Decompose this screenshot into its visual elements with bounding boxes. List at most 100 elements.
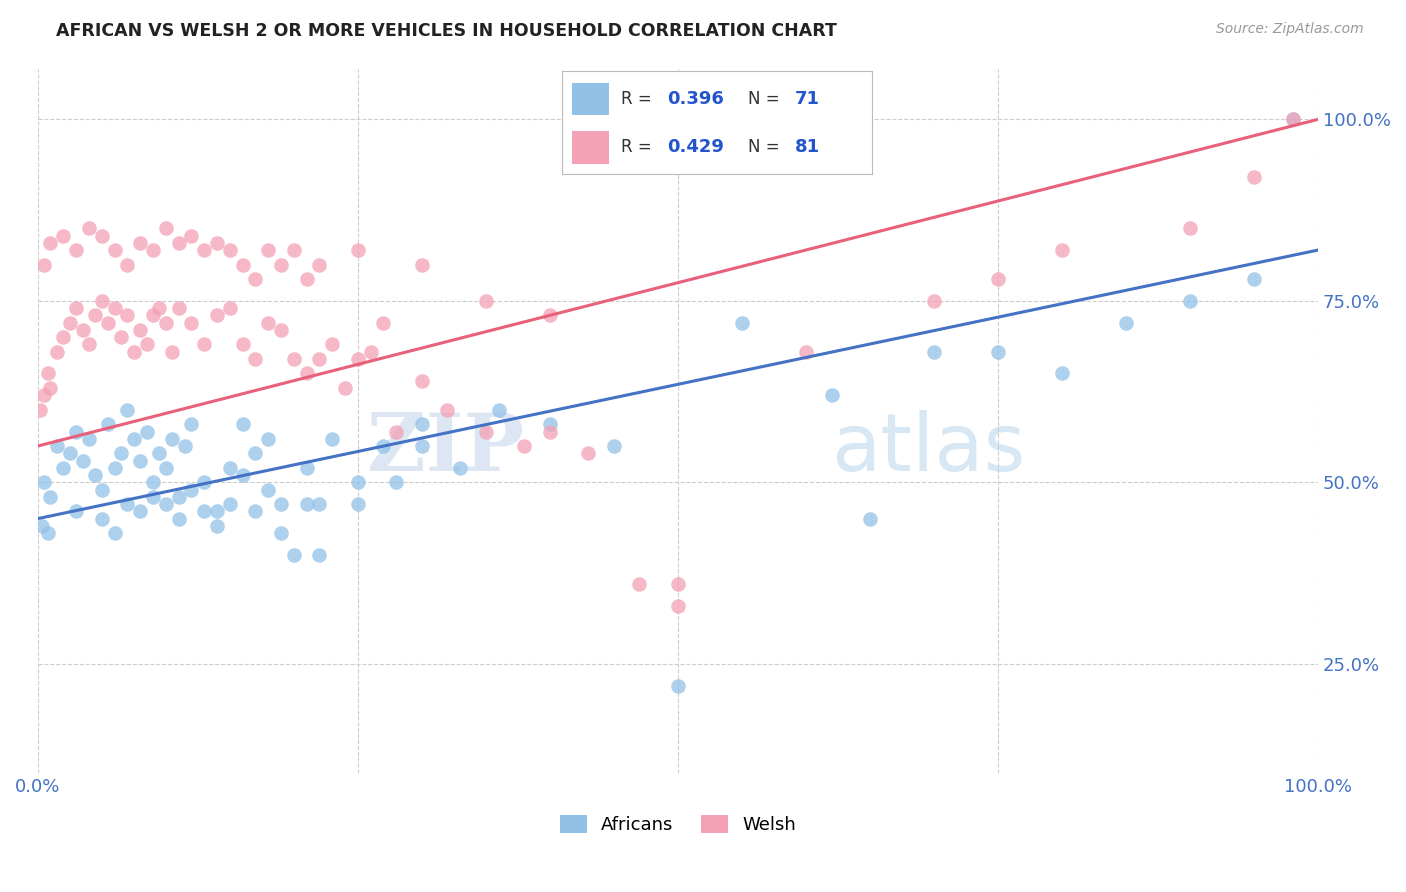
Point — [39, 235, 62, 250]
Point — [167, 235, 190, 250]
Text: atlas: atlas — [831, 409, 1026, 488]
Point — [859, 511, 882, 525]
Point — [922, 344, 945, 359]
Point — [155, 316, 177, 330]
Point — [436, 402, 458, 417]
Point — [52, 330, 75, 344]
Point — [90, 511, 112, 525]
Point — [295, 497, 318, 511]
Point — [1281, 112, 1303, 127]
Point — [59, 316, 82, 330]
Point — [666, 577, 689, 591]
FancyBboxPatch shape — [572, 131, 609, 163]
Point — [84, 468, 107, 483]
Point — [148, 446, 170, 460]
Point — [820, 388, 842, 402]
Point — [30, 402, 52, 417]
Point — [475, 293, 498, 308]
Point — [65, 425, 87, 439]
Point — [117, 309, 139, 323]
Point — [232, 417, 254, 432]
Point — [32, 258, 55, 272]
Point — [77, 432, 100, 446]
Point — [129, 453, 152, 467]
Text: N =: N = — [748, 138, 785, 156]
Point — [52, 460, 75, 475]
Point — [129, 235, 152, 250]
Point — [218, 497, 240, 511]
Point — [628, 577, 651, 591]
Point — [77, 337, 100, 351]
Point — [37, 526, 59, 541]
Point — [193, 504, 215, 518]
Text: Source: ZipAtlas.com: Source: ZipAtlas.com — [1216, 22, 1364, 37]
Point — [987, 272, 1010, 286]
Point — [167, 490, 190, 504]
Point — [360, 344, 382, 359]
Point — [308, 497, 330, 511]
Point — [205, 309, 228, 323]
Point — [1178, 293, 1201, 308]
Point — [295, 367, 318, 381]
Text: R =: R = — [621, 90, 657, 108]
Point — [270, 323, 292, 337]
Point — [666, 679, 689, 693]
Point — [538, 417, 561, 432]
Point — [270, 497, 292, 511]
Point — [65, 243, 87, 257]
Point — [180, 483, 202, 497]
Point — [90, 293, 112, 308]
Point — [205, 235, 228, 250]
Point — [1281, 112, 1303, 127]
Point — [193, 243, 215, 257]
Point — [987, 344, 1010, 359]
Point — [167, 301, 190, 315]
Point — [321, 337, 343, 351]
Point — [45, 344, 67, 359]
Point — [77, 221, 100, 235]
Point — [538, 309, 561, 323]
Point — [90, 228, 112, 243]
Point — [180, 417, 202, 432]
Point — [103, 460, 125, 475]
Point — [385, 425, 408, 439]
Point — [142, 243, 165, 257]
Point — [1050, 367, 1073, 381]
Point — [373, 439, 395, 453]
Point — [257, 243, 280, 257]
Text: 81: 81 — [794, 138, 820, 156]
Point — [117, 497, 139, 511]
Point — [90, 483, 112, 497]
Point — [180, 316, 202, 330]
Point — [1115, 316, 1137, 330]
Text: ZIP: ZIP — [367, 409, 524, 488]
Point — [270, 526, 292, 541]
Point — [411, 258, 433, 272]
Point — [488, 402, 510, 417]
Point — [135, 337, 157, 351]
Text: AFRICAN VS WELSH 2 OR MORE VEHICLES IN HOUSEHOLD CORRELATION CHART: AFRICAN VS WELSH 2 OR MORE VEHICLES IN H… — [56, 22, 837, 40]
Point — [232, 468, 254, 483]
Point — [346, 475, 368, 490]
Point — [103, 301, 125, 315]
Point — [97, 417, 120, 432]
Point — [385, 475, 408, 490]
Point — [37, 367, 59, 381]
Point — [135, 425, 157, 439]
Point — [142, 475, 165, 490]
Point — [449, 460, 471, 475]
Point — [245, 504, 267, 518]
Point — [160, 344, 183, 359]
Point — [65, 301, 87, 315]
Point — [321, 432, 343, 446]
Point — [72, 323, 94, 337]
Point — [110, 330, 132, 344]
Point — [603, 439, 626, 453]
Point — [129, 504, 152, 518]
Point — [103, 243, 125, 257]
Point — [32, 388, 55, 402]
Point — [411, 439, 433, 453]
Point — [39, 381, 62, 395]
Point — [538, 425, 561, 439]
Point — [308, 351, 330, 366]
